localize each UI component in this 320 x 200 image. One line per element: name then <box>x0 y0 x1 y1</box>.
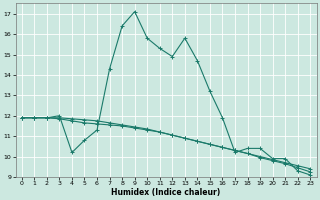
X-axis label: Humidex (Indice chaleur): Humidex (Indice chaleur) <box>111 188 221 197</box>
